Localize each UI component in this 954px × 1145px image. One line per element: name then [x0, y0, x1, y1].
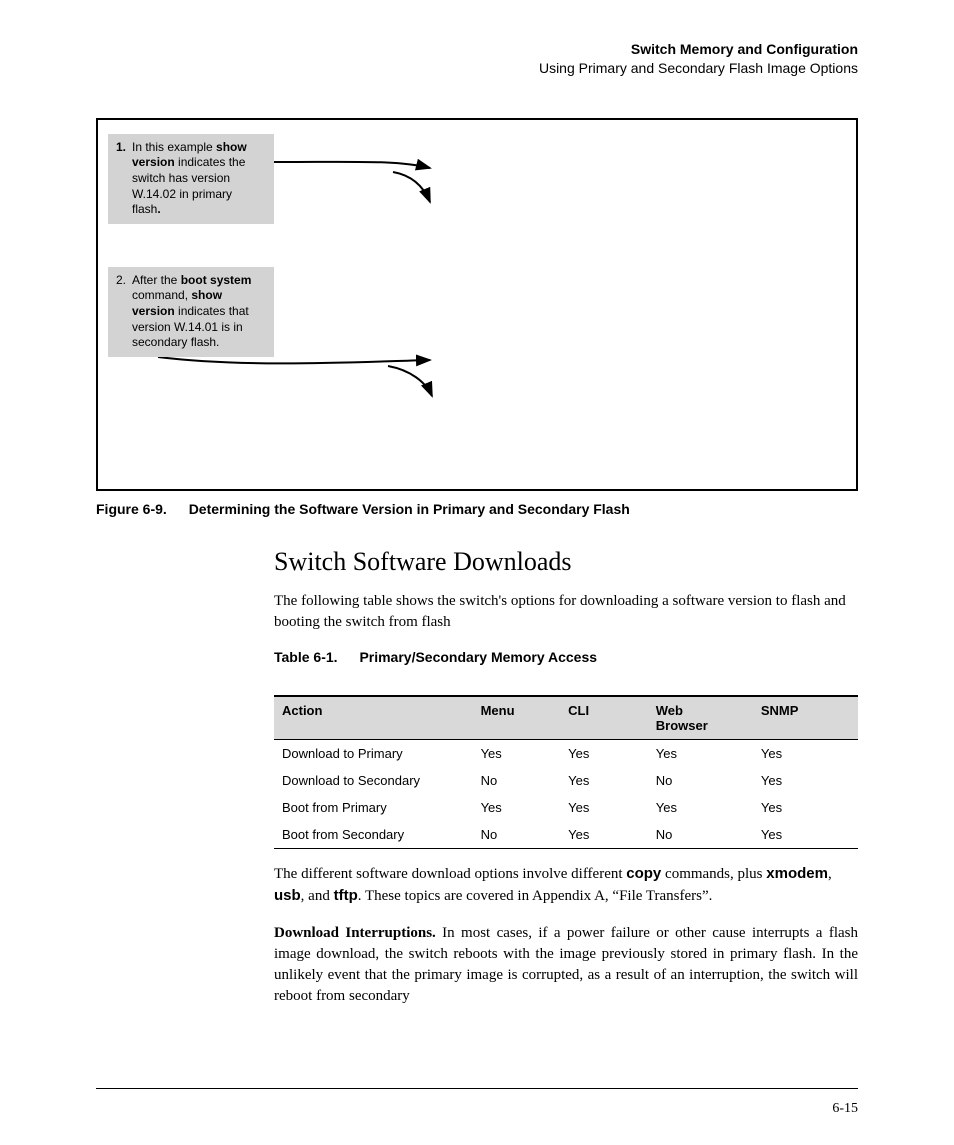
figure-caption: Figure 6-9. Determining the Software Ver… [96, 501, 858, 517]
table-cell: Yes [560, 794, 648, 821]
table-row: Boot from PrimaryYesYesYesYes [274, 794, 858, 821]
table-caption: Table 6-1. Primary/Secondary Memory Acce… [274, 649, 858, 665]
table-cell: Yes [648, 739, 753, 767]
table-cell: Yes [473, 739, 561, 767]
table-row: Download to PrimaryYesYesYesYes [274, 739, 858, 767]
footer-rule [96, 1088, 858, 1089]
table-header-cell: WebBrowser [648, 696, 753, 740]
table-row: Download to SecondaryNoYesNoYes [274, 767, 858, 794]
table-cell: Yes [753, 821, 858, 849]
table-cell: Yes [648, 794, 753, 821]
table-cell: Yes [560, 767, 648, 794]
arrow [388, 366, 432, 396]
content-column: Switch Software Downloads The following … [274, 547, 858, 1007]
table-cell: Yes [753, 739, 858, 767]
table-header-cell: CLI [560, 696, 648, 740]
table-cell: No [648, 821, 753, 849]
table-cell: Boot from Primary [274, 794, 473, 821]
running-header: Switch Memory and Configuration Using Pr… [96, 40, 858, 78]
table-cell: No [648, 767, 753, 794]
arrow [393, 172, 430, 202]
intro-paragraph: The following table shows the switch's o… [274, 591, 858, 633]
table-header-cell: SNMP [753, 696, 858, 740]
section-heading: Switch Software Downloads [274, 547, 858, 577]
page: Switch Memory and Configuration Using Pr… [0, 0, 954, 1145]
figure-caption-text: Determining the Software Version in Prim… [189, 501, 630, 517]
paragraph-download-interruptions: Download Interruptions. In most cases, i… [274, 923, 858, 1007]
callout-number: 1. [116, 140, 130, 156]
figure-callout-1: 1.In this example show version indicates… [108, 134, 274, 224]
callout-number: 2. [116, 273, 130, 289]
table-header-row: ActionMenuCLIWebBrowserSNMP [274, 696, 858, 740]
paragraph-copy-commands: The different software download options … [274, 863, 858, 907]
table-caption-text: Primary/Secondary Memory Access [359, 649, 597, 665]
callout-text: After the boot system command, show vers… [132, 273, 264, 351]
memory-access-table: ActionMenuCLIWebBrowserSNMP Download to … [274, 695, 858, 849]
table-cell: Yes [473, 794, 561, 821]
arrow [274, 162, 430, 168]
table-row: Boot from SecondaryNoYesNoYes [274, 821, 858, 849]
table-cell: Yes [753, 794, 858, 821]
table-cell: No [473, 767, 561, 794]
header-title: Switch Memory and Configuration [631, 41, 858, 57]
table-cell: Yes [560, 821, 648, 849]
table-cell: Yes [753, 767, 858, 794]
figure-6-9: 1.In this example show version indicates… [96, 118, 858, 491]
figure-caption-label: Figure 6-9. [96, 501, 167, 517]
table-body: Download to PrimaryYesYesYesYesDownload … [274, 739, 858, 848]
arrow [158, 357, 430, 363]
table-cell: Yes [560, 739, 648, 767]
table-cell: Download to Primary [274, 739, 473, 767]
table-cell: Boot from Secondary [274, 821, 473, 849]
table-caption-label: Table 6-1. [274, 649, 338, 665]
header-subtitle: Using Primary and Secondary Flash Image … [539, 60, 858, 76]
figure-callout-2: 2.After the boot system command, show ve… [108, 267, 274, 357]
table-cell: Download to Secondary [274, 767, 473, 794]
callout-text: In this example show version indicates t… [132, 140, 264, 218]
table-header-cell: Action [274, 696, 473, 740]
table-cell: No [473, 821, 561, 849]
page-number: 6-15 [832, 1101, 858, 1117]
table-header-cell: Menu [473, 696, 561, 740]
